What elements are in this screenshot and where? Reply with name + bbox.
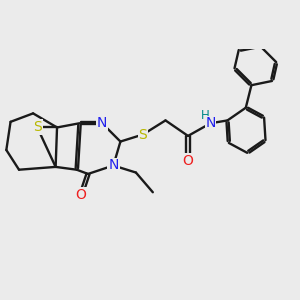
Text: S: S bbox=[139, 128, 147, 142]
Text: N: N bbox=[206, 116, 216, 130]
Text: S: S bbox=[33, 121, 42, 134]
Text: H: H bbox=[201, 109, 210, 122]
Text: N: N bbox=[97, 116, 107, 130]
Text: O: O bbox=[76, 188, 86, 202]
Text: N: N bbox=[108, 158, 118, 172]
Text: O: O bbox=[183, 154, 194, 168]
